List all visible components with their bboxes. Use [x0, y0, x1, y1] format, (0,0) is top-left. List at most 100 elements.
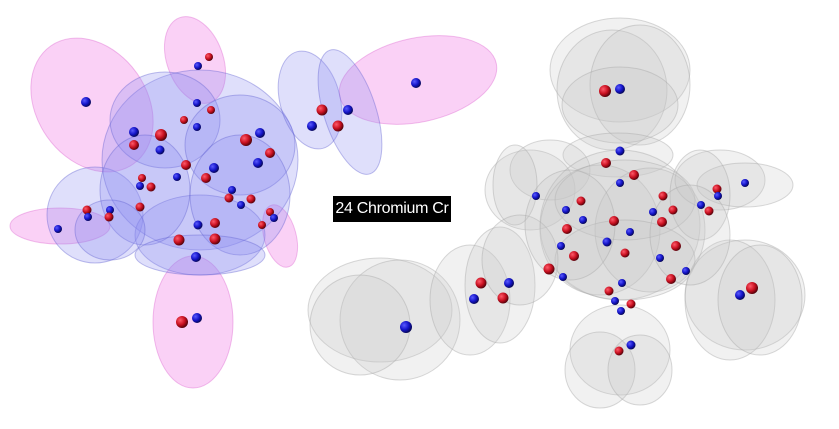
- electron-red: [746, 282, 758, 294]
- orbital-lobe: [607, 334, 673, 406]
- orbital-lobe: [549, 17, 691, 123]
- electron-blue: [193, 123, 201, 131]
- electron-blue: [626, 228, 634, 236]
- electron-blue: [255, 128, 265, 138]
- orbital-lobe: [152, 255, 234, 389]
- electron-red: [604, 286, 614, 296]
- electron-red: [657, 217, 667, 227]
- electron-blue: [602, 237, 612, 247]
- orbital-lobe: [554, 219, 696, 301]
- electron-blue: [106, 206, 114, 214]
- orbital-lobe: [594, 167, 706, 293]
- electron-blue: [735, 290, 745, 300]
- gray-orbital-model: [307, 17, 806, 409]
- electron-blue: [192, 313, 202, 323]
- electron-red: [205, 53, 213, 61]
- electron-red: [629, 170, 639, 180]
- electron-red: [601, 158, 611, 168]
- electron-red: [332, 120, 344, 132]
- electron-blue: [237, 201, 245, 209]
- electron-blue: [562, 206, 570, 214]
- electron-blue: [81, 97, 91, 107]
- electron-blue: [411, 78, 421, 88]
- electron-blue: [173, 173, 181, 181]
- electron-blue: [697, 201, 705, 209]
- electron-blue: [649, 208, 657, 216]
- electron-red: [246, 194, 256, 204]
- electron-red: [209, 233, 221, 245]
- electron-blue: [714, 192, 722, 200]
- electron-blue: [307, 121, 317, 131]
- electron-blue: [136, 182, 144, 190]
- electron-red: [475, 277, 487, 289]
- electron-blue: [194, 62, 202, 70]
- electron-blue: [400, 321, 412, 333]
- electron-red: [210, 218, 220, 228]
- orbital-lobe: [164, 16, 226, 104]
- electron-blue: [54, 225, 62, 233]
- orbital-lobe: [134, 194, 266, 276]
- electron-blue: [193, 220, 203, 230]
- electron-red: [240, 134, 252, 146]
- electron-blue: [617, 307, 625, 315]
- electron-red: [666, 274, 676, 284]
- electron-blue: [504, 278, 514, 288]
- electron-blue: [741, 179, 749, 187]
- orbital-lobe: [46, 166, 144, 264]
- orbital-lobe: [464, 226, 536, 344]
- electron-red: [146, 182, 156, 192]
- orbital-lobe: [492, 144, 538, 226]
- electron-red: [620, 248, 630, 258]
- electron-red: [626, 299, 636, 309]
- electron-blue: [615, 84, 625, 94]
- electron-blue: [155, 145, 165, 155]
- electron-red: [497, 292, 509, 304]
- orbital-lobe: [101, 69, 299, 251]
- orbital-lobe: [674, 149, 766, 211]
- electron-blue: [559, 273, 567, 281]
- electron-blue: [618, 279, 626, 287]
- colored-orbital-model: [9, 16, 498, 389]
- orbital-lobe: [484, 149, 576, 231]
- electron-red: [224, 193, 234, 203]
- electron-red: [712, 184, 722, 194]
- electron-blue: [228, 186, 236, 194]
- orbital-lobe: [339, 259, 461, 381]
- electron-red: [129, 140, 139, 150]
- electron-red: [609, 216, 619, 226]
- electron-red: [265, 148, 275, 158]
- electron-red: [704, 206, 714, 216]
- electron-blue: [656, 254, 664, 262]
- electron-red: [562, 224, 572, 234]
- electron-red: [671, 241, 681, 251]
- orbital-lobe: [561, 66, 679, 144]
- orbital-lobe: [99, 134, 191, 246]
- orbital-lobe: [74, 199, 146, 261]
- electron-blue: [616, 179, 624, 187]
- electron-blue: [84, 213, 92, 221]
- electron-blue: [557, 242, 565, 250]
- orbital-lobe: [717, 244, 803, 356]
- electron-blue: [193, 99, 201, 107]
- orbital-lobe: [669, 149, 731, 241]
- electron-red: [599, 85, 611, 97]
- electron-blue: [615, 146, 625, 156]
- orbital-lobe: [684, 239, 776, 361]
- electron-red: [138, 174, 146, 182]
- electron-red: [173, 234, 185, 246]
- electron-red: [569, 251, 579, 261]
- electron-red: [155, 129, 167, 141]
- electron-red: [316, 104, 328, 116]
- orbital-lobe: [539, 164, 661, 296]
- electron-blue: [129, 127, 139, 137]
- electron-blue: [209, 163, 219, 173]
- orbital-lobe: [309, 274, 411, 376]
- electron-red: [180, 116, 188, 124]
- electron-red: [668, 205, 678, 215]
- electron-blue: [469, 294, 479, 304]
- electron-red: [135, 202, 145, 212]
- element-label: 24 Chromium Cr: [333, 196, 451, 222]
- right-electrons: [400, 84, 758, 356]
- electron-blue: [682, 267, 690, 275]
